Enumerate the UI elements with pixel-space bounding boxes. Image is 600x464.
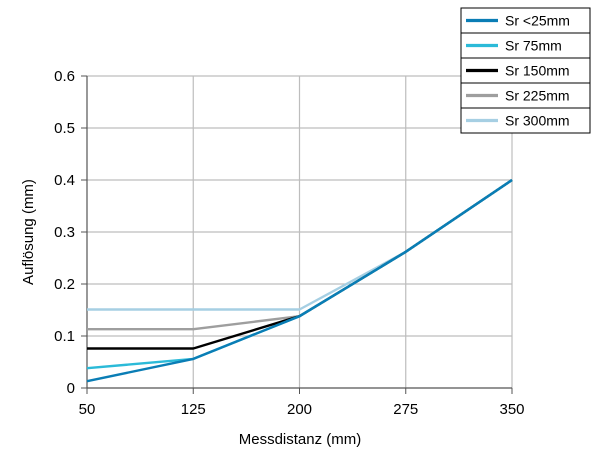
y-axis-title: Auflösung (mm) — [20, 179, 37, 285]
legend-label: Sr 300mm — [505, 113, 570, 129]
x-tick-label: 350 — [499, 401, 524, 418]
grid — [87, 75, 513, 388]
x-tick-label: 125 — [181, 401, 206, 418]
x-tick-label: 50 — [79, 401, 96, 418]
x-tick-label: 275 — [393, 401, 418, 418]
y-tick-label: 0.6 — [54, 68, 75, 85]
x-tick-label: 200 — [287, 401, 312, 418]
y-tick-label: 0.3 — [54, 224, 75, 241]
series-line-sr-25mm — [86, 179, 513, 383]
x-axis-title: Messdistanz (mm) — [239, 431, 362, 448]
y-tick-label: 0.2 — [54, 276, 75, 293]
legend: Sr <25mm Sr 75mm Sr 150mm Sr 225mm Sr 300mm — [460, 7, 591, 134]
y-tick-label: 0 — [67, 380, 75, 397]
y-tick-label: 0.5 — [54, 120, 75, 137]
legend-label: Sr <25mm — [505, 13, 570, 29]
y-tick-label: 0.1 — [54, 328, 75, 345]
axes — [81, 75, 513, 394]
y-tick-label: 0.4 — [54, 172, 75, 189]
legend-label: Sr 150mm — [505, 63, 570, 79]
legend-label: Sr 75mm — [505, 38, 562, 54]
legend-label: Sr 225mm — [505, 88, 570, 104]
tick-labels: 0 0.1 0.2 0.3 0.4 0.5 0.6 50 125 200 275 350 — [54, 68, 524, 418]
series-lines — [86, 179, 513, 383]
